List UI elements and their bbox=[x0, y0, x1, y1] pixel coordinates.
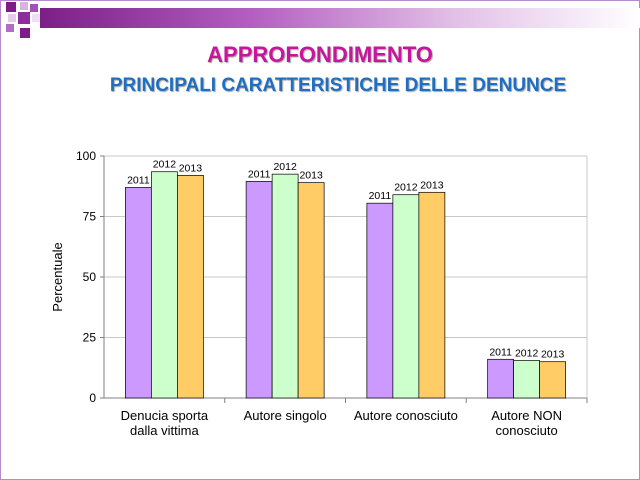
chart-area: 0 25 50 75 100 Percentuale 2011 2012 2013 Denucia… bbox=[40, 138, 600, 450]
bar-2012 bbox=[392, 194, 420, 399]
bar-label: 2011 bbox=[127, 174, 150, 186]
header-gradient-band bbox=[40, 8, 640, 28]
bar-label: 2013 bbox=[299, 170, 323, 182]
bar-2012 bbox=[271, 173, 299, 399]
y-tick-label: 75 bbox=[83, 210, 97, 224]
decor-square bbox=[18, 12, 30, 24]
bar-2012 bbox=[513, 360, 540, 399]
bar-label: 2013 bbox=[420, 179, 444, 191]
decor-square bbox=[30, 4, 38, 12]
decor-square bbox=[6, 2, 16, 12]
bar-2013 bbox=[418, 191, 446, 399]
slide-subtitle: PRINCIPALI CARATTERISTICHE DELLE DENUNCE bbox=[109, 75, 567, 96]
slide-title: APPROFONDIMENTO bbox=[207, 42, 433, 67]
decor-square bbox=[6, 24, 14, 32]
y-tick-label: 25 bbox=[83, 331, 97, 345]
x-tick-label: conosciuto bbox=[496, 423, 558, 438]
decor-square bbox=[20, 2, 28, 10]
y-tick-label: 0 bbox=[89, 391, 96, 405]
decor-square bbox=[20, 28, 30, 38]
bar-2012 bbox=[151, 171, 178, 399]
bar-label: 2012 bbox=[273, 161, 297, 173]
y-axis-label: Percentuale bbox=[50, 242, 65, 311]
x-tick-label: Autore NON bbox=[491, 408, 562, 423]
bar-2013 bbox=[177, 175, 204, 399]
bar-label: 2013 bbox=[179, 162, 203, 174]
bar-2011 bbox=[245, 181, 273, 399]
bar-label: 2013 bbox=[541, 349, 565, 361]
x-tick-label: dalla vittima bbox=[130, 423, 199, 438]
x-tick-label: Autore conosciuto bbox=[354, 408, 458, 423]
x-tick-label: Autore singolo bbox=[244, 408, 327, 423]
bar-label: 2012 bbox=[394, 182, 418, 194]
bar-label: 2011 bbox=[248, 168, 271, 180]
decor-square bbox=[32, 14, 40, 22]
bar-label: 2011 bbox=[369, 190, 392, 202]
bar-2013 bbox=[539, 361, 566, 399]
bar-label: 2012 bbox=[153, 159, 177, 171]
y-tick-label: 100 bbox=[76, 149, 96, 163]
x-tick-label: Denucia sporta bbox=[121, 408, 209, 423]
bar-label: 2011 bbox=[489, 346, 512, 358]
decor-square bbox=[8, 14, 16, 22]
bar-2013 bbox=[297, 182, 325, 399]
y-tick-label: 50 bbox=[83, 270, 97, 284]
bar-2011 bbox=[125, 187, 152, 399]
bar-2011 bbox=[366, 202, 394, 399]
bar-label: 2012 bbox=[515, 347, 539, 359]
bar-2011 bbox=[487, 358, 514, 399]
